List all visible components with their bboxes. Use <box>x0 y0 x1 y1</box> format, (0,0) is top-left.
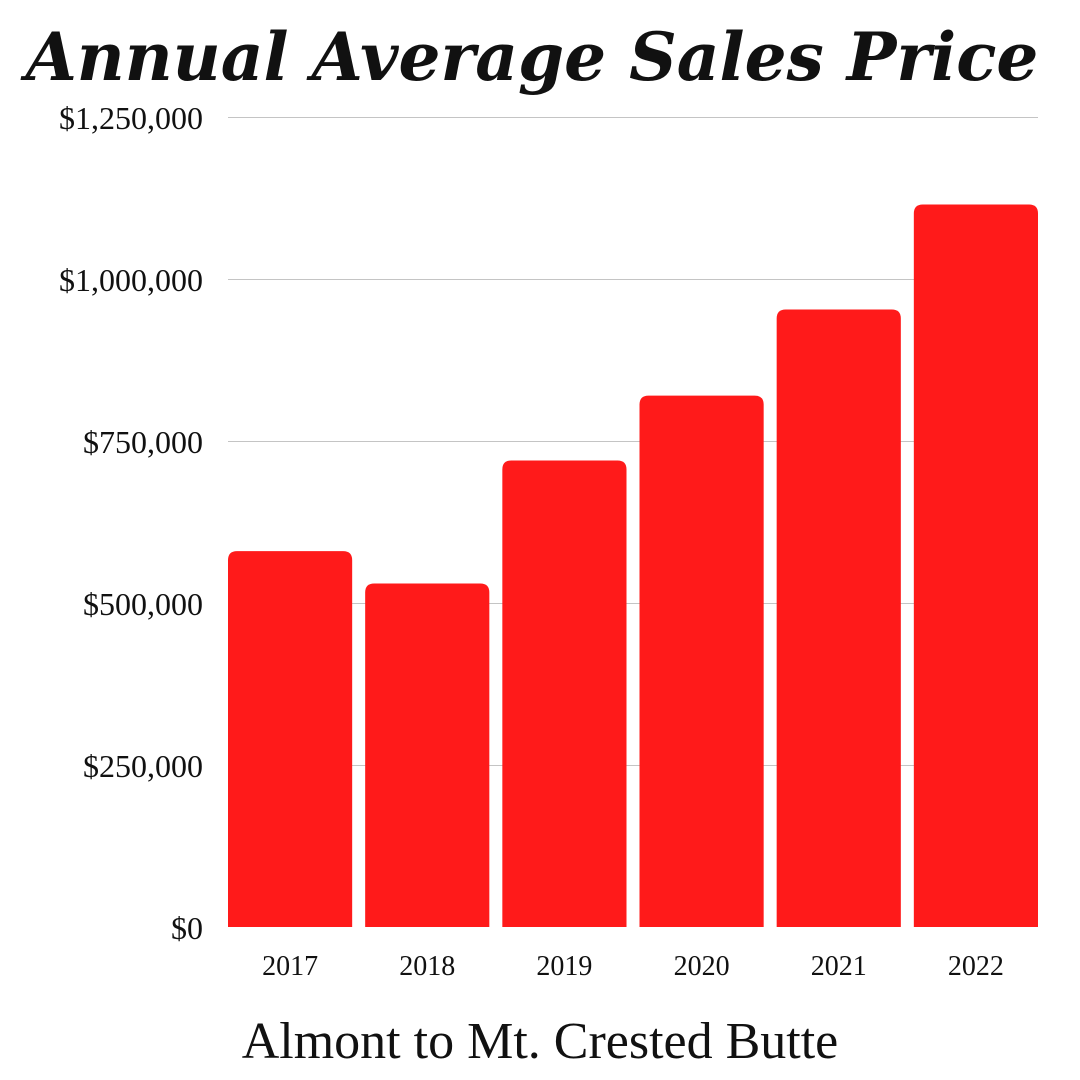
y-axis-ticks: $0 $250,000 $500,000 $750,000 $1,000,000 $1,2… <box>59 100 203 946</box>
bar-2020 <box>639 395 764 927</box>
x-axis-ticks: 2017 2018 2019 2020 2021 2022 <box>262 951 1004 982</box>
chart-subtitle: Almont to Mt. Crested Butte <box>242 1013 839 1070</box>
y-tick-label: $1,250,000 <box>59 100 203 136</box>
y-tick-label: $0 <box>171 910 203 946</box>
bar-2017 <box>228 551 353 927</box>
y-tick-label: $1,000,000 <box>59 262 203 298</box>
x-tick-label-2022: 2022 <box>948 951 1004 982</box>
bar-2022 <box>913 204 1038 928</box>
x-tick-label-2021: 2021 <box>811 951 867 982</box>
bar-2021 <box>776 309 901 927</box>
chart-title: Annual Average Sales Price <box>20 18 1039 96</box>
y-tick-label: $250,000 <box>83 748 203 784</box>
y-tick-label: $750,000 <box>83 424 203 460</box>
bars <box>228 204 1038 928</box>
x-tick-label-2019: 2019 <box>536 951 592 982</box>
x-tick-label-2018: 2018 <box>399 951 455 982</box>
x-tick-label-2017: 2017 <box>262 951 318 982</box>
bar-2019 <box>502 460 627 927</box>
gridlines <box>228 117 1038 766</box>
y-tick-label: $500,000 <box>83 586 203 622</box>
bar-2018 <box>365 583 490 927</box>
x-tick-label-2020: 2020 <box>674 951 730 982</box>
